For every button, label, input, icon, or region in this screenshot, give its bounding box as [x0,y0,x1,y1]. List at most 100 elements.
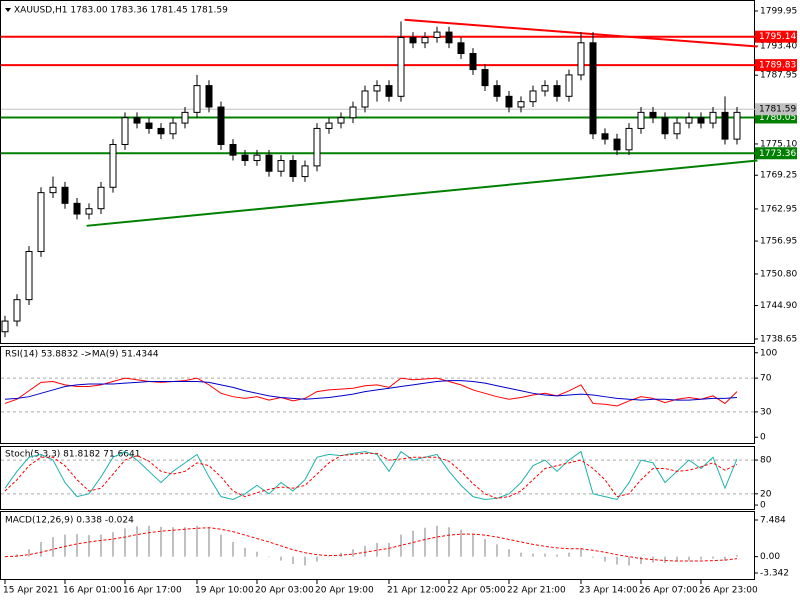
y-tick-label: 1744.90 [760,301,797,311]
macd-bar [424,527,426,557]
x-tick-label: 20 Apr 19:00 [315,586,374,596]
y-tick-label: 1793.40 [760,42,797,52]
candle-body [109,143,117,188]
macd-bar [652,556,654,563]
candle-body [673,122,681,135]
candle-body [565,74,573,97]
current-price-label: 1781.59 [759,105,796,115]
macd-bar [460,529,462,557]
y-tick-label: 80 [760,456,772,466]
candle-body [685,117,693,124]
candle-body [61,186,69,204]
macd-bar [616,556,618,565]
candle-body [265,154,273,172]
macd-bar [448,527,450,557]
macd-bar [568,552,570,557]
macd-bar [316,556,318,562]
candle-body [1,320,9,333]
macd-bar [40,541,42,557]
candle-body [337,117,345,124]
candle-body [133,117,141,124]
y-tick-label: 20 [760,489,772,499]
y-tick-label: 30 [760,407,772,417]
panel-title: MACD(12,26,9) 0.338 -0.024 [5,516,134,526]
macd-bar [712,556,714,559]
x-tick-label: 20 Apr 03:00 [255,586,314,596]
macd-bar [724,556,726,561]
menu-arrow[interactable] [5,8,11,12]
macd-bar [232,541,234,557]
price-label-box [755,30,797,43]
macd-bar [16,554,18,557]
candle-body [553,85,561,97]
y-tick-label: 0.00 [760,552,780,562]
y-tick-label: 1750.80 [760,269,797,279]
rsi-panel [0,346,755,444]
candle-body [253,154,261,162]
candle-body [325,122,333,129]
macd-bar [304,556,306,566]
candle-body [457,42,465,55]
quote-header: XAUUSD,H1 1783.00 1783.36 1781.45 1781.5… [14,6,228,16]
candle-body [13,299,21,322]
macd-bar [220,534,222,557]
y-tick-label: 1769.25 [760,171,797,181]
price-label: 1773.36 [759,149,796,159]
stoch-panel [0,446,755,510]
x-tick-label: 21 Apr 12:00 [387,586,446,596]
trendline [86,159,758,227]
macd-bar [280,556,282,561]
macd-bar [244,547,246,557]
candle-body [625,127,633,151]
candle-body [313,127,321,167]
candle-body [481,69,489,87]
candle-body [397,36,405,97]
macd-signal [4,527,738,562]
y-tick-label: -3.342 [760,569,789,579]
candle-body [421,36,429,44]
candle-body [85,208,93,215]
candle-body [145,122,153,129]
candle-body [193,85,201,113]
candle-body [409,36,417,44]
y-tick-label: 0 [760,433,766,443]
macd-bar [592,556,594,558]
macd-bar [268,556,270,558]
macd-bar [544,553,546,557]
macd-bar [172,527,174,557]
x-tick-label: 16 Apr 17:00 [123,586,182,596]
candle-body [349,106,357,119]
candle-body [637,111,645,129]
y-tick-label: 70 [760,374,772,384]
candle-body [229,143,237,156]
candle-body [49,186,57,194]
x-tick-label: 23 Apr 14:00 [579,586,638,596]
y-tick-label: 0 [760,501,766,511]
candle-body [181,111,189,124]
macd-bar [688,556,690,561]
macd-bar [628,556,630,566]
macd-bar [4,556,6,558]
candle-body [721,111,729,140]
candle-body [445,31,453,44]
macd-bar [412,530,414,557]
macd-bar [88,535,90,557]
candle-body [361,90,369,108]
candle-body [373,85,381,92]
macd-bar [184,527,186,557]
indicator-line [4,452,738,499]
candle-body [289,160,297,178]
y-tick-label: 100 [760,348,777,358]
panel-title: Stoch(5,3,3) 81.8182 71.6641 [5,450,140,460]
candle-body [697,117,705,124]
candle-body [217,106,225,145]
candle-body [433,31,441,38]
macd-bar [556,554,558,557]
macd-bar [700,556,702,560]
macd-bar [352,549,354,557]
x-tick-label: 16 Apr 01:00 [63,586,122,596]
candle-body [493,85,501,97]
candle-body [385,85,393,97]
candle-body [241,154,249,162]
